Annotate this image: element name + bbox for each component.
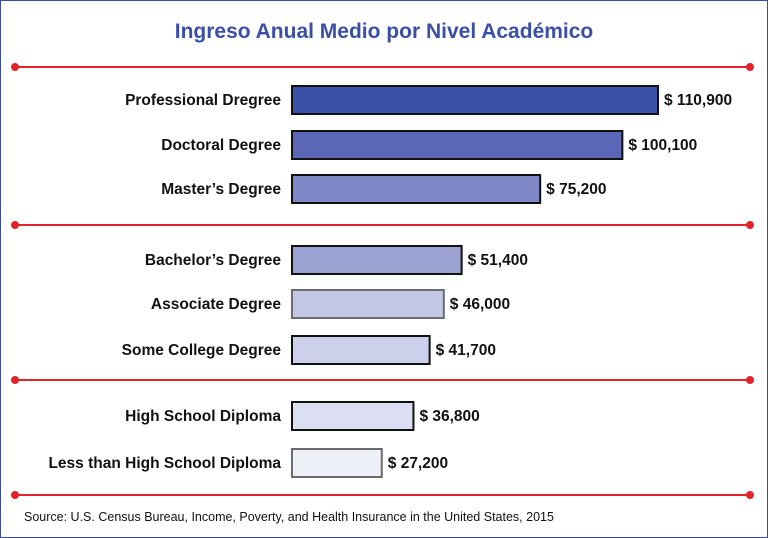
chart-title: Ingreso Anual Medio por Nivel Académico	[174, 20, 594, 43]
separator-dot-left	[11, 491, 19, 499]
value-label: $ 46,000	[450, 296, 510, 313]
value-label: $ 36,800	[419, 408, 479, 425]
separator-dot-left	[11, 221, 19, 229]
bar	[291, 130, 624, 160]
bar	[291, 335, 431, 365]
separator-dot-right	[746, 376, 754, 384]
separator-dot-right	[746, 63, 754, 71]
category-label: Doctoral Degree	[161, 137, 281, 154]
category-label: Less than High School Diploma	[48, 455, 281, 472]
separator-dot-left	[11, 63, 19, 71]
category-label: Professional Dregree	[125, 92, 281, 109]
value-label: $ 100,100	[628, 137, 697, 154]
separator-dot-left	[11, 376, 19, 384]
source-note: Source: U.S. Census Bureau, Income, Pove…	[24, 510, 554, 524]
value-label: $ 41,700	[436, 342, 496, 359]
bar	[291, 289, 445, 319]
category-label: Some College Degree	[122, 342, 282, 359]
category-label: Bachelor’s Degree	[145, 252, 281, 269]
value-label: $ 75,200	[546, 181, 606, 198]
bar	[291, 174, 542, 204]
category-label: Master’s Degree	[161, 181, 281, 198]
value-label: $ 51,400	[468, 252, 528, 269]
category-label: High School Diploma	[125, 408, 281, 425]
separator-dot-right	[746, 491, 754, 499]
bar	[291, 401, 415, 431]
value-label: $ 110,900	[664, 92, 732, 109]
separator-dot-right	[746, 221, 754, 229]
category-label: Associate Degree	[151, 296, 281, 313]
bar	[291, 448, 383, 478]
bar	[291, 245, 463, 275]
bar	[291, 85, 659, 115]
value-label: $ 27,200	[388, 455, 448, 472]
